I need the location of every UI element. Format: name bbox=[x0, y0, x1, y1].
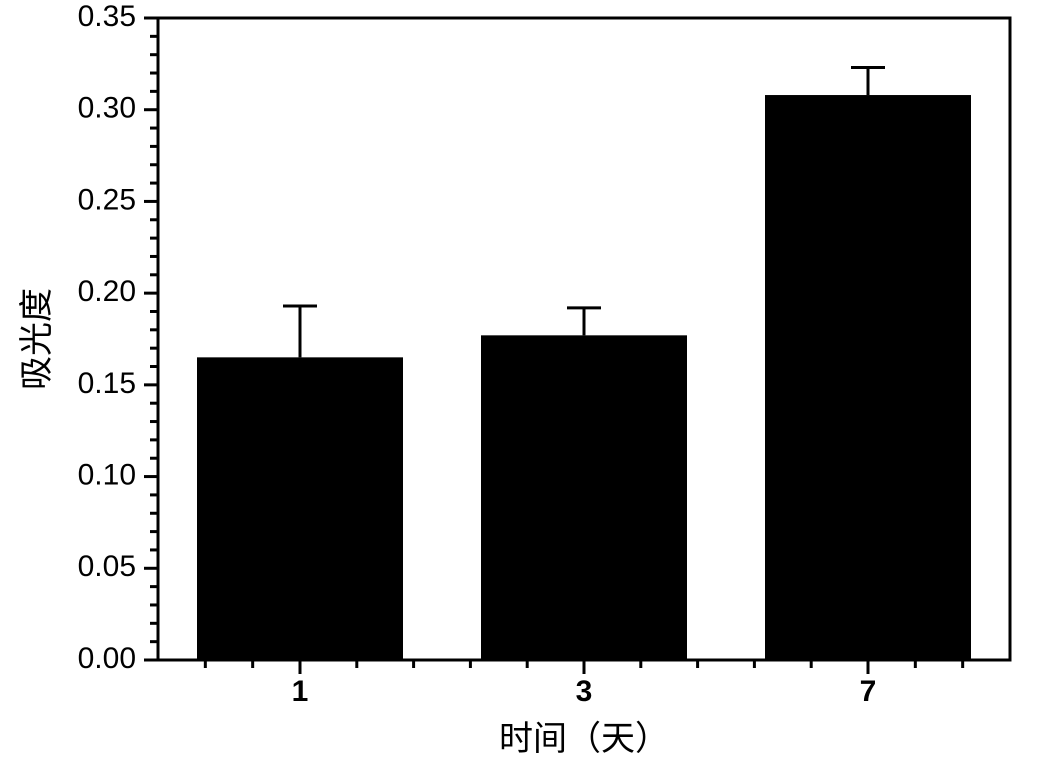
y-tick-label: 0.20 bbox=[78, 275, 136, 308]
bar-chart: 0.00 0.05 0.10 0.15 0.20 0.25 0.30 0.35 1 3 7 吸光度时间… bbox=[0, 0, 1050, 776]
y-tick-label: 0.30 bbox=[78, 92, 136, 125]
y-tick-label: 0.35 bbox=[78, 0, 136, 33]
y-tick-label: 0.00 bbox=[78, 642, 136, 675]
x-tick-label: 7 bbox=[860, 675, 877, 708]
y-axis-label: 吸光度 bbox=[18, 288, 56, 390]
bar bbox=[481, 335, 687, 660]
x-tick-label: 3 bbox=[576, 675, 593, 708]
bar bbox=[765, 95, 971, 660]
bar bbox=[197, 357, 403, 660]
y-tick-label: 0.15 bbox=[78, 367, 136, 400]
y-tick-label: 0.25 bbox=[78, 183, 136, 216]
chart-svg: 0.00 0.05 0.10 0.15 0.20 0.25 0.30 0.35 1 3 7 吸光度时间… bbox=[0, 0, 1050, 776]
x-axis-label: 时间（天） bbox=[499, 720, 669, 758]
x-tick-label: 1 bbox=[292, 675, 309, 708]
y-tick-label: 0.05 bbox=[78, 550, 136, 583]
y-tick-label: 0.10 bbox=[78, 458, 136, 491]
